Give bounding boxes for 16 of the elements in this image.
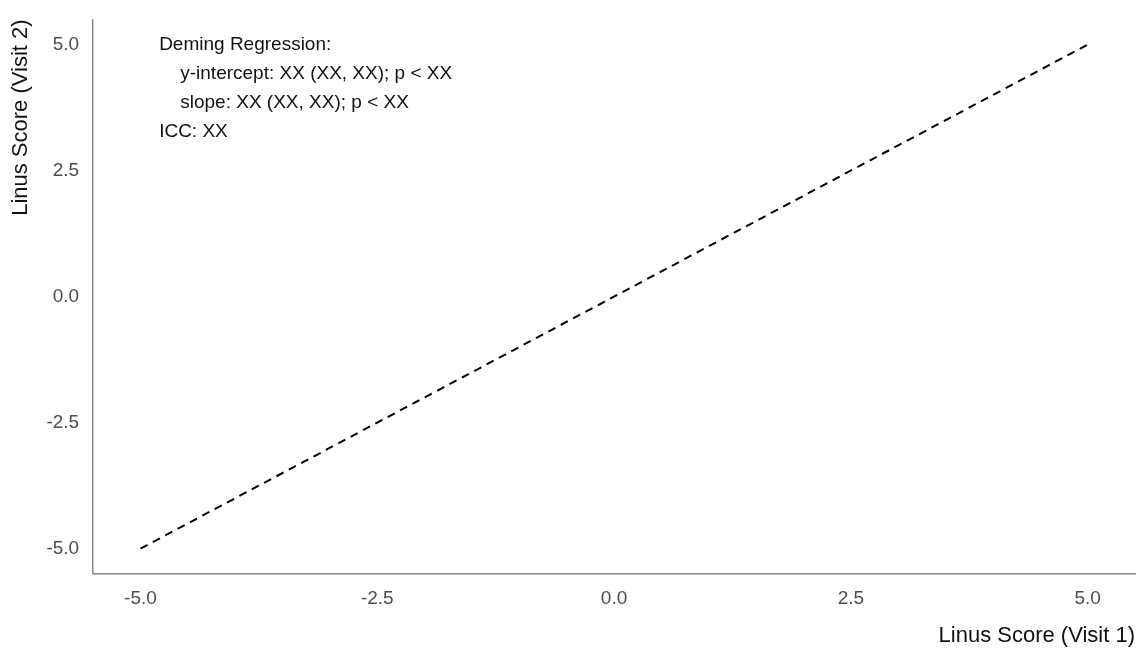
y-tick-label: 2.5: [52, 158, 80, 180]
x-tick-label: 0.0: [600, 587, 628, 609]
annotation: ICC: XX: [159, 120, 229, 142]
y-axis-title: Linus Score (Visit 2): [7, 19, 33, 216]
x-tick-label: 5.0: [1074, 587, 1101, 609]
x-tick-label: -2.5: [360, 587, 394, 609]
x-axis-title: Linus Score (Visit 1): [938, 621, 1135, 647]
y-tick-label: -2.5: [46, 410, 80, 432]
x-tick-label: 2.5: [837, 587, 865, 609]
y-tick-label: -5.0: [46, 536, 80, 558]
y-tick-label: 5.0: [52, 32, 80, 54]
annotation: slope: XX (XX, XX); p < XX: [159, 91, 410, 113]
annotation: y-intercept: XX (XX, XX); p < XX: [159, 62, 453, 84]
y-tick-label: 0.0: [52, 284, 80, 306]
x-tick-label: -5.0: [124, 587, 157, 609]
annotation: Deming Regression:: [159, 33, 332, 55]
